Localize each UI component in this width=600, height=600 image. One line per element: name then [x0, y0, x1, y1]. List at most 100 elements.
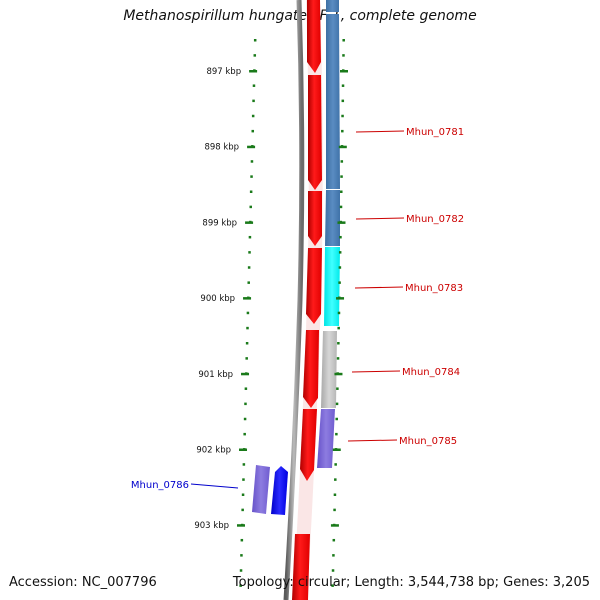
scale-dot-left: [247, 266, 251, 269]
scale-dot-right: [338, 251, 342, 254]
scale-dot-left: [247, 281, 250, 284]
gene-label[interactable]: Mhun_0784: [402, 367, 460, 378]
scale-dot-right: [335, 417, 338, 421]
tick-label: 903 kbp: [194, 521, 229, 531]
scale-dot-left: [242, 463, 246, 466]
scale-dot-right: [340, 160, 344, 163]
scale-ticks: 897 kbp 898 kbp 899 kbp 900 kbp 901 kbp 902 k…: [194, 67, 348, 531]
gene-leader-line: [355, 130, 405, 133]
scale-dot-right: [336, 357, 340, 360]
tick-mark-left: [247, 145, 256, 149]
scale-dot-left: [241, 508, 244, 512]
scale-dot-left: [251, 129, 255, 133]
gene-label[interactable]: Mhun_0786: [131, 480, 189, 491]
scale-dot-left: [240, 538, 244, 542]
gene-block-6: [300, 409, 317, 481]
scale-dot-left: [252, 84, 256, 87]
gene-label[interactable]: Mhun_0783: [405, 283, 463, 294]
scale-dot-left: [242, 478, 245, 481]
scale-dot-right: [334, 463, 337, 466]
gene-block-2: [308, 75, 322, 190]
gene-block-slate-left: [252, 465, 270, 514]
scale-dot-right: [341, 129, 344, 133]
gene-block-blue: [271, 466, 288, 515]
scale-dot-right: [337, 326, 340, 330]
scale-dot-right: [341, 84, 345, 87]
scale-dot-right: [332, 538, 336, 542]
gene-block-steel-1: [326, 14, 340, 189]
tick-mark-left: [245, 221, 254, 224]
tick-mark-left: [243, 297, 252, 300]
gene-block-7: [292, 534, 310, 600]
scale-dot-left: [253, 54, 257, 57]
genome-backbone: [283, 0, 305, 600]
scale-dot-left: [240, 554, 243, 557]
scale-dot-left: [241, 493, 245, 496]
accession-label: Accession: NC_007796: [9, 575, 157, 590]
tick-mark-right: [332, 448, 341, 451]
tick-mark-left: [241, 372, 250, 376]
gene-leader-line: [354, 286, 404, 289]
gene-label[interactable]: Mhun_0781: [406, 127, 464, 138]
gene-block-3: [308, 191, 322, 246]
scale-dot-right: [333, 493, 337, 496]
tick-label: 897 kbp: [206, 67, 241, 77]
scale-dot-right: [339, 205, 343, 209]
scale-dot-right: [332, 554, 335, 557]
scale-dot-left: [239, 584, 242, 587]
gene-leader-line: [351, 370, 401, 373]
tick-mark-right: [337, 221, 346, 224]
tick-mark-right: [330, 524, 339, 527]
gene-block-4: [306, 248, 322, 324]
scale-dot-left: [246, 326, 249, 330]
gene-block-gray: [321, 331, 337, 408]
gene-block-slate: [317, 409, 335, 468]
scale-dot-right: [335, 402, 339, 406]
scale-dot-left: [244, 402, 247, 406]
scale-dot-left: [239, 569, 243, 572]
scale-dot-right: [342, 54, 345, 57]
scale-dot-left: [249, 190, 253, 193]
scale-dot-right: [342, 39, 345, 42]
tick-mark-right: [334, 372, 343, 376]
scale-dot-right: [341, 99, 345, 103]
gene-leader-line: [190, 483, 239, 489]
scale-dot-left: [252, 99, 255, 103]
scale-dot-right: [338, 281, 341, 284]
scale-dot-left: [246, 311, 250, 315]
scale-dot-left: [250, 160, 254, 163]
tick-mark-left: [249, 70, 258, 73]
scale-dot-left: [248, 251, 251, 254]
gene-block-5: [303, 330, 319, 408]
gene-leader-line: [347, 439, 398, 442]
scale-dot-right: [337, 311, 341, 315]
scale-dot-left: [244, 387, 248, 390]
scale-dot-right: [333, 508, 336, 512]
tick-mark-right: [338, 145, 347, 149]
scale-dot-left: [249, 205, 252, 209]
tick-label: 898 kbp: [204, 143, 239, 153]
scale-dot-right: [338, 266, 342, 269]
scale-dot-right: [331, 584, 334, 587]
tick-label: 901 kbp: [198, 370, 233, 380]
tick-mark-right: [336, 297, 345, 300]
tick-mark-left: [236, 524, 245, 527]
topology-label: Topology: circular; Length: 3,544,738 bp…: [232, 575, 590, 590]
scale-dot-left: [245, 342, 249, 345]
scale-dot-left: [253, 39, 257, 42]
tick-label: 900 kbp: [200, 294, 235, 304]
scale-dot-right: [331, 569, 335, 572]
scale-dot-right: [334, 478, 337, 481]
scale-dot-right: [336, 387, 339, 390]
scale-dot-left: [243, 432, 246, 436]
tick-mark-right: [339, 70, 348, 73]
scale-dot-left: [243, 417, 247, 421]
scale-dot-left: [245, 357, 248, 360]
gene-leader-line: [355, 217, 405, 220]
tick-label: 899 kbp: [202, 218, 237, 228]
gene-label[interactable]: Mhun_0782: [406, 214, 464, 225]
gene-label[interactable]: Mhun_0785: [399, 436, 457, 447]
tick-mark-left: [239, 448, 248, 451]
